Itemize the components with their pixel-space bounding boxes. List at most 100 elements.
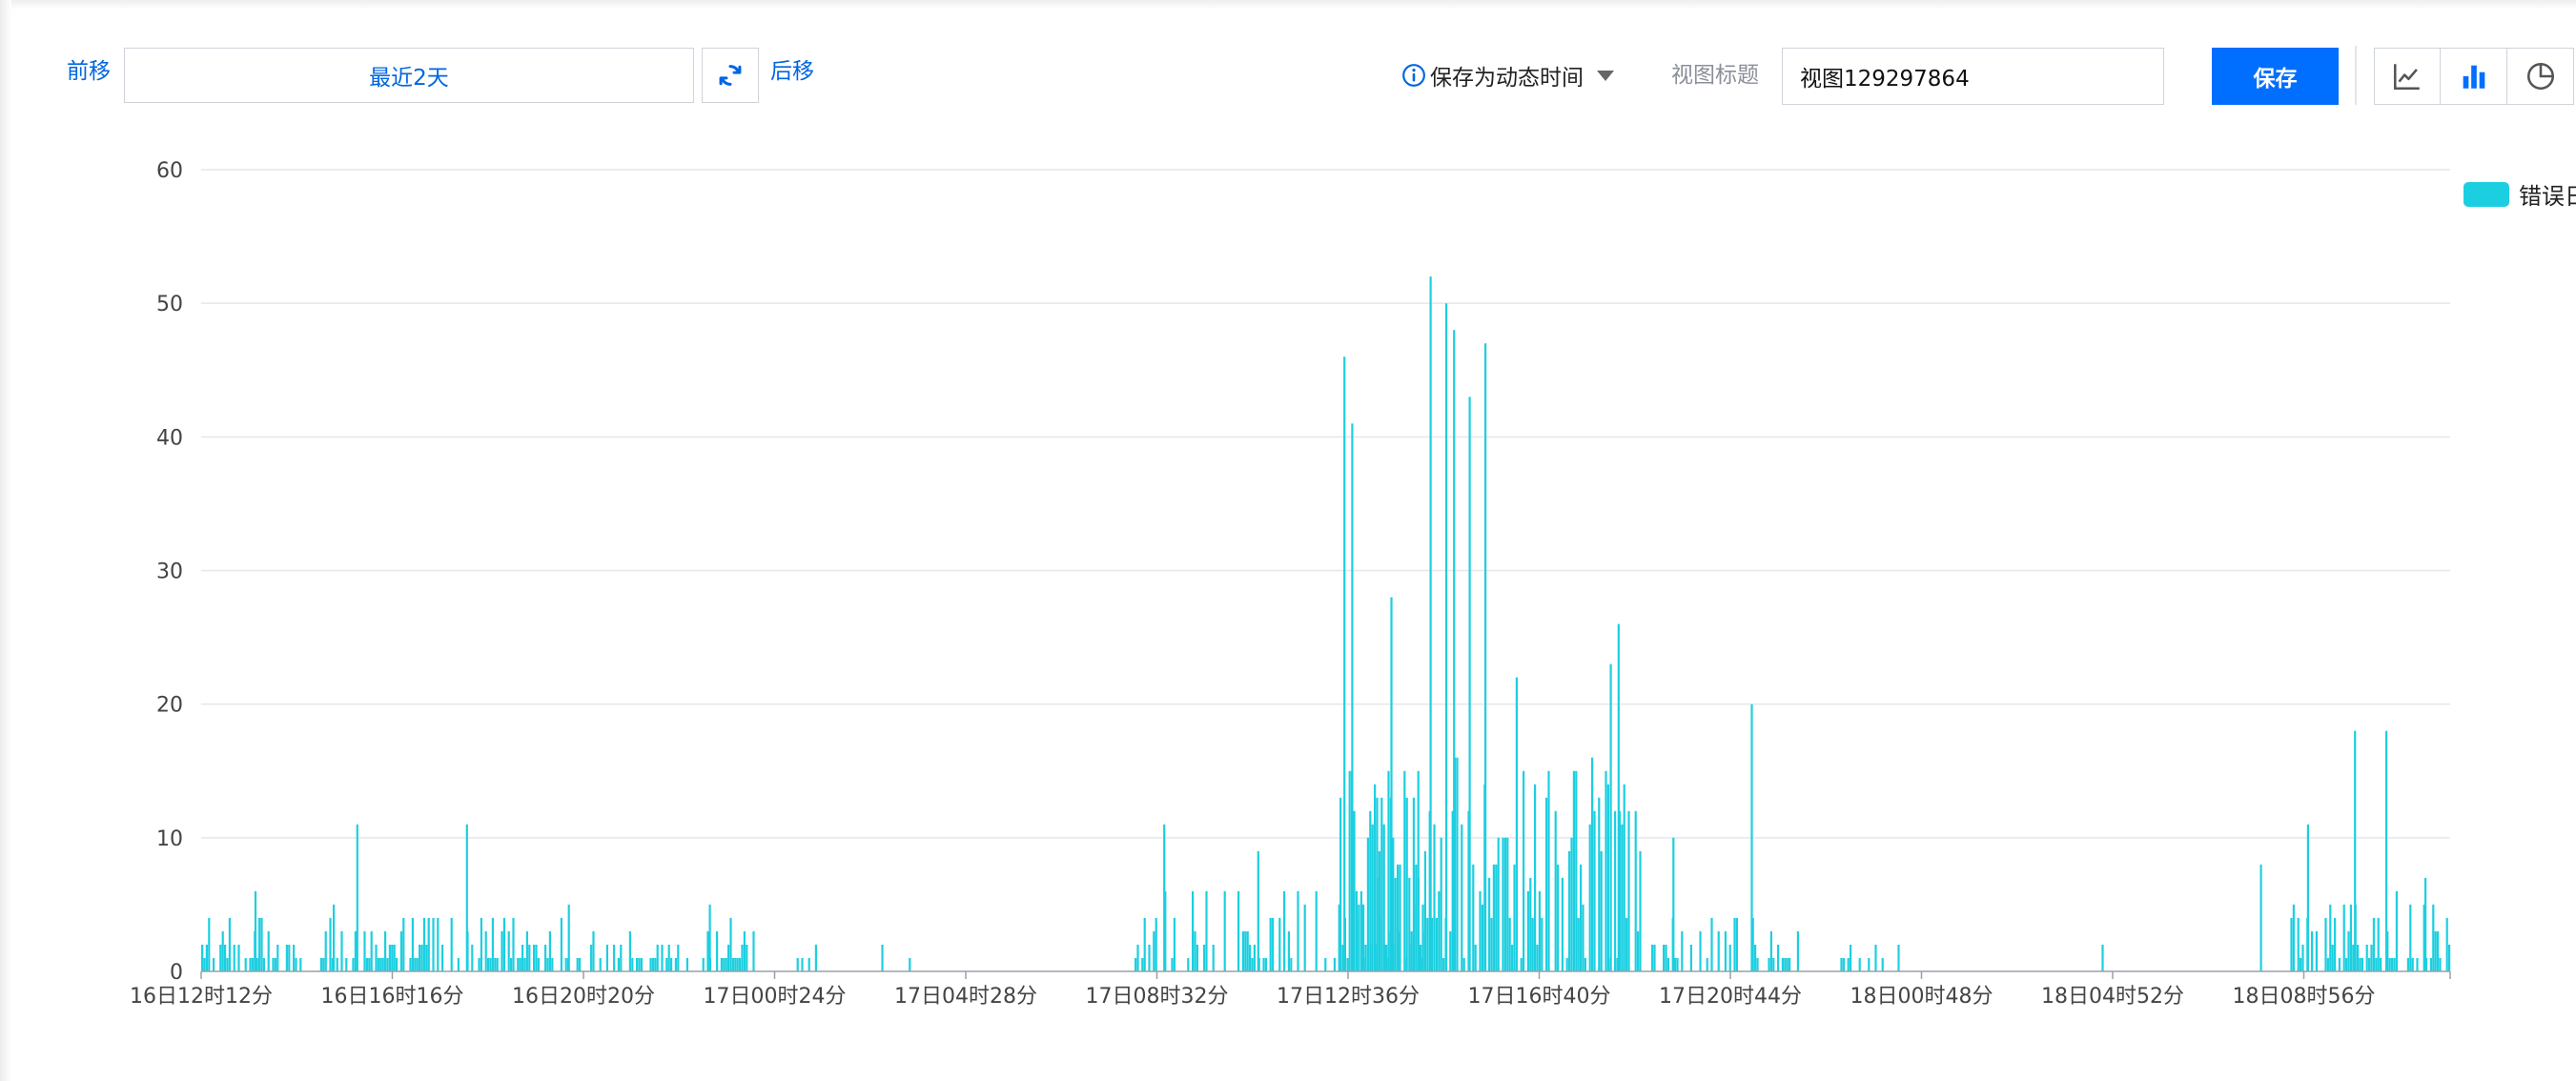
next-button[interactable]: 后移 [770, 59, 814, 84]
chart-bar [1141, 958, 1144, 971]
chart-bar [708, 904, 711, 971]
chart-bar [1840, 958, 1843, 971]
chart-bar [1492, 864, 1495, 971]
chart-bar [665, 958, 668, 971]
chart-bar [354, 931, 357, 971]
y-tick-label: 10 [156, 827, 183, 851]
chart-bar [507, 931, 510, 971]
chart-bar [1343, 357, 1346, 971]
chart-bar [381, 958, 384, 971]
chart-bar [1728, 945, 1731, 971]
chart-bar [329, 917, 332, 971]
chart-bar [295, 958, 297, 971]
chart-bar [2338, 958, 2341, 971]
chart-bar [654, 958, 657, 971]
chart-bar [2409, 904, 2412, 971]
chart-bar [1171, 958, 1174, 971]
chart-bar [1850, 945, 1852, 971]
chart-bar [1429, 276, 1432, 972]
chart-bar [605, 945, 608, 971]
chart-bar [437, 917, 440, 971]
chart-bar [1262, 958, 1265, 971]
chart-bar [1237, 890, 1240, 971]
chart-bar [706, 931, 709, 971]
chart-bar [331, 958, 334, 971]
chart-bar [1420, 945, 1422, 971]
chart-bar [370, 931, 373, 971]
chart-legend-item[interactable]: 错误日 [2464, 177, 2576, 211]
chart-bar [419, 945, 421, 971]
chart-bar [402, 917, 405, 971]
chart-bar [2388, 958, 2391, 971]
chart-bar [2445, 917, 2448, 971]
chart-bar [2345, 958, 2348, 971]
chart-bar [2354, 730, 2357, 971]
chart-bar [1495, 864, 1498, 971]
chart-bar [1772, 958, 1775, 971]
chart-bar [1756, 958, 1759, 971]
x-tick-label: 17日20时44分 [1659, 985, 1802, 1009]
chart-bar [670, 958, 673, 971]
bar-chart-button[interactable] [2441, 48, 2507, 105]
toolbar-divider [2355, 46, 2357, 105]
chart-bar [1724, 931, 1727, 971]
chart-bar [1362, 904, 1365, 971]
chart-bar [274, 958, 276, 971]
line-chart-button[interactable] [2374, 48, 2441, 105]
chart-bar [1526, 890, 1529, 971]
chart-bar [808, 958, 810, 971]
chart-bar [1614, 810, 1617, 971]
pie-chart-button[interactable] [2507, 48, 2574, 105]
chart-bar [599, 958, 602, 971]
chart-bar [1333, 958, 1336, 971]
chart-bar [1472, 864, 1475, 971]
chart-bar [1781, 958, 1784, 971]
chart-bar [352, 958, 355, 971]
chart-bar [1244, 931, 1247, 971]
chart-bar [2424, 877, 2427, 971]
chart-bar [716, 931, 719, 971]
chart-bar [1710, 917, 1713, 971]
chart-bar [2290, 917, 2293, 971]
chevron-down-icon [1597, 70, 1614, 81]
chart-bar [528, 945, 531, 971]
prev-button[interactable]: 前移 [67, 59, 111, 84]
chart-bar [260, 917, 263, 971]
chart-bar [1364, 945, 1367, 971]
chart-bar [2259, 864, 2262, 971]
chart-bar [2406, 958, 2409, 971]
chart-bar [579, 958, 582, 971]
chart-bar [1572, 770, 1575, 972]
chart-bar [1777, 945, 1780, 971]
chart-gridlines [201, 169, 2450, 839]
chart-bar [1272, 917, 1275, 971]
chart-bar [375, 945, 378, 971]
chart-bar [1290, 958, 1293, 971]
chart-bar [1580, 864, 1583, 971]
chart-bar [1651, 945, 1654, 971]
chart-bar [725, 958, 727, 971]
view-title-input[interactable] [1782, 48, 2164, 105]
chart-bar [1653, 945, 1656, 971]
chart-bar [233, 945, 235, 971]
x-tick-label: 17日12时36分 [1277, 985, 1420, 1009]
chart-bar [1513, 864, 1516, 971]
time-range-picker[interactable]: 最近2天 [124, 48, 694, 103]
dynamic-time-dropdown[interactable]: 保存为动态时间 [1401, 55, 1614, 95]
chart-bar [288, 945, 291, 971]
chart-bar [2292, 904, 2295, 971]
chart-bar [1410, 945, 1413, 971]
chart-bar [1754, 945, 1757, 971]
refresh-button[interactable] [702, 48, 759, 103]
chart-bar [636, 958, 639, 971]
save-button[interactable]: 保存 [2212, 48, 2339, 105]
chart-bar [2359, 958, 2361, 971]
x-tick-label: 17日16时40分 [1468, 985, 1611, 1009]
chart-bar [1515, 677, 1518, 971]
chart-bar [801, 958, 804, 971]
chart-bar [1488, 877, 1491, 971]
chart-bar [1674, 958, 1677, 971]
chart-bar [1417, 770, 1420, 972]
chart-bar [1392, 837, 1395, 971]
chart-bar [322, 958, 325, 971]
